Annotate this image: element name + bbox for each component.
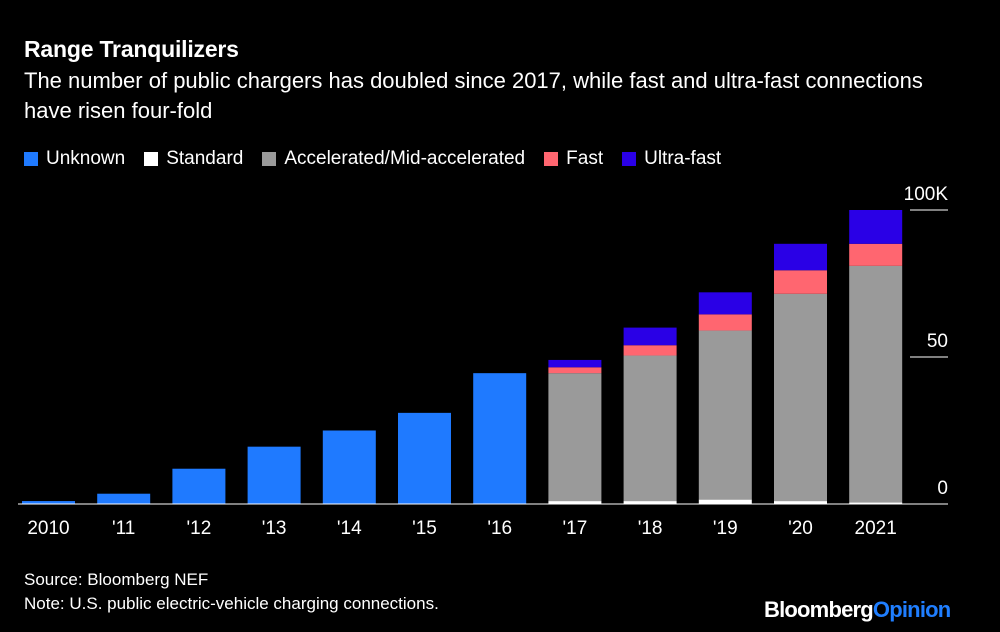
legend-swatch-standard (144, 152, 159, 166)
x-tick-label-8: '18 (638, 518, 663, 539)
bar-accelerated-mid-accelerated-8 (623, 355, 677, 502)
bar-fast-10 (774, 270, 827, 294)
bar-accelerated-mid-accelerated-7 (548, 373, 602, 502)
bar-unknown-2 (172, 468, 226, 504)
legend: Unknown Standard Accelerated/Mid-acceler… (24, 148, 740, 170)
legend-item-unknown: Unknown (24, 148, 125, 170)
legend-swatch-ultra-fast (622, 152, 637, 166)
bar-ultra-fast-9 (698, 292, 752, 315)
legend-label-accelerated: Accelerated/Mid-accelerated (284, 148, 526, 169)
bar-standard-8 (623, 501, 677, 504)
x-tick-label-5: '15 (412, 518, 437, 539)
bar-ultra-fast-7 (548, 359, 602, 368)
bar-unknown-0 (22, 501, 75, 504)
legend-item-fast: Fast (544, 148, 603, 170)
chart-subtitle: The number of public chargers has double… (24, 68, 923, 123)
bar-standard-7 (548, 501, 602, 504)
bar-accelerated-mid-accelerated-9 (698, 330, 752, 500)
bar-fast-11 (849, 243, 903, 266)
bar-ultra-fast-10 (774, 243, 827, 271)
y-tick-label-0: 0 (937, 478, 948, 499)
x-tick-label-9: '19 (713, 518, 738, 539)
bar-ultra-fast-11 (849, 210, 903, 244)
x-tick-label-7: '17 (563, 518, 588, 539)
footnote: Note: U.S. public electric-vehicle charg… (24, 594, 439, 613)
x-tick-label-4: '14 (337, 518, 362, 539)
legend-label-ultra-fast: Ultra-fast (644, 148, 722, 169)
legend-label-standard: Standard (166, 148, 244, 169)
brand-name: Bloomberg (764, 597, 874, 622)
bar-standard-11 (849, 502, 903, 504)
legend-item-standard: Standard (144, 148, 243, 170)
legend-label-unknown: Unknown (46, 148, 126, 169)
footer: Source: Bloomberg NEF Note: U.S. public … (24, 568, 439, 616)
bar-unknown-5 (398, 412, 451, 504)
x-tick-label-10: '20 (788, 518, 813, 539)
y-tick-label-50: 50 (927, 331, 948, 352)
brand-suffix: Opinion (872, 597, 951, 622)
x-tick-label-6: '16 (487, 518, 512, 539)
x-tick-label-3: '13 (262, 518, 287, 539)
bar-standard-10 (774, 501, 827, 504)
bar-unknown-6 (473, 373, 527, 504)
bar-standard-9 (698, 499, 752, 504)
legend-swatch-fast (544, 152, 559, 166)
x-tick-label-11: 2021 (855, 518, 897, 539)
bar-unknown-1 (97, 493, 151, 504)
bar-unknown-4 (322, 430, 376, 504)
bar-fast-7 (548, 367, 602, 374)
legend-item-ultra-fast: Ultra-fast (622, 148, 721, 170)
x-tick-label-2: '12 (187, 518, 212, 539)
legend-swatch-accelerated (262, 152, 277, 166)
bar-accelerated-mid-accelerated-11 (849, 265, 903, 503)
x-tick-label-0: 2010 (27, 518, 69, 539)
legend-label-fast: Fast (566, 148, 604, 169)
chart-title: Range Tranquilizers (24, 36, 239, 62)
x-tick-label-1: '11 (112, 518, 135, 539)
bar-ultra-fast-8 (623, 327, 677, 346)
bar-accelerated-mid-accelerated-10 (774, 293, 827, 502)
bar-fast-9 (698, 314, 752, 331)
legend-swatch-unknown (24, 152, 38, 166)
source-note: Source: Bloomberg NEF (24, 570, 209, 589)
bar-unknown-3 (247, 446, 301, 504)
bloomberg-opinion-logo: BloombergOpinion (764, 597, 951, 623)
bar-fast-8 (623, 345, 677, 356)
y-tick-label-100: 100K (904, 184, 949, 205)
legend-item-accelerated: Accelerated/Mid-accelerated (262, 148, 525, 170)
